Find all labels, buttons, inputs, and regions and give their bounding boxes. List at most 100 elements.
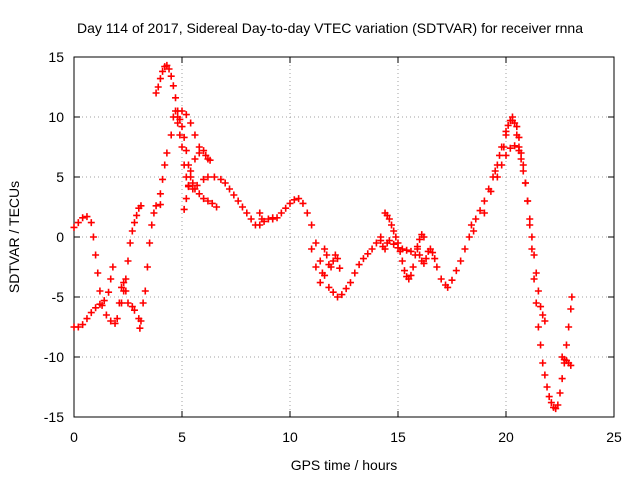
data-point xyxy=(96,300,104,308)
data-point xyxy=(530,251,538,259)
data-point xyxy=(342,285,350,293)
data-point xyxy=(496,151,504,159)
data-point xyxy=(191,155,199,163)
data-point xyxy=(83,315,91,323)
data-point xyxy=(299,199,307,207)
data-point xyxy=(74,219,82,227)
data-point xyxy=(159,175,167,183)
data-point xyxy=(385,215,393,223)
data-point xyxy=(351,269,359,277)
data-point xyxy=(89,233,97,241)
data-point xyxy=(184,181,192,189)
data-point xyxy=(396,247,404,255)
data-point xyxy=(565,323,573,331)
data-point xyxy=(221,179,229,187)
data-points xyxy=(70,61,576,413)
data-point xyxy=(539,359,547,367)
data-point xyxy=(416,251,424,259)
data-point xyxy=(208,199,216,207)
data-point xyxy=(562,341,570,349)
data-point xyxy=(547,399,555,407)
data-point xyxy=(290,196,298,204)
data-point xyxy=(429,249,437,257)
data-point xyxy=(74,323,82,331)
data-point xyxy=(526,215,534,223)
y-tick-label: 0 xyxy=(56,229,64,245)
data-point xyxy=(130,306,138,314)
data-point xyxy=(534,287,542,295)
data-point xyxy=(286,199,294,207)
data-point xyxy=(178,143,186,151)
y-tick-label: -15 xyxy=(44,409,64,425)
data-point xyxy=(316,257,324,265)
data-point xyxy=(534,323,542,331)
data-point xyxy=(413,245,421,253)
x-tick-label: 20 xyxy=(498,429,514,445)
data-point xyxy=(152,202,160,210)
data-point xyxy=(500,143,508,151)
data-point xyxy=(528,245,536,253)
data-point xyxy=(524,197,532,205)
data-point xyxy=(331,251,339,259)
data-point xyxy=(105,288,113,296)
data-point xyxy=(532,299,540,307)
data-point xyxy=(122,275,130,283)
data-point xyxy=(539,311,547,319)
data-point xyxy=(295,195,303,203)
data-point xyxy=(148,221,156,229)
data-point xyxy=(230,191,238,199)
data-point xyxy=(515,133,523,141)
data-point xyxy=(187,167,195,175)
data-point xyxy=(493,173,501,181)
data-point xyxy=(403,246,411,254)
data-point xyxy=(115,299,123,307)
data-point xyxy=(204,197,212,205)
y-tick-label: 10 xyxy=(48,109,64,125)
data-point xyxy=(156,75,164,83)
data-point xyxy=(381,245,389,253)
data-point xyxy=(506,144,514,152)
data-point xyxy=(195,190,203,198)
data-point xyxy=(504,121,512,129)
data-point xyxy=(124,257,132,265)
data-point xyxy=(513,123,521,131)
data-point xyxy=(178,107,186,115)
data-point xyxy=(323,251,331,259)
data-point xyxy=(174,119,182,127)
data-point xyxy=(422,255,430,263)
data-point xyxy=(316,279,324,287)
data-point xyxy=(200,175,208,183)
data-point xyxy=(180,133,188,141)
data-point xyxy=(502,131,510,139)
data-point xyxy=(100,297,108,305)
x-axis-label: GPS time / hours xyxy=(291,457,398,473)
data-point xyxy=(87,309,95,317)
data-point xyxy=(491,167,499,175)
data-point xyxy=(159,67,167,75)
y-tick-label: -10 xyxy=(44,349,64,365)
data-point xyxy=(269,215,277,223)
data-point xyxy=(556,389,564,397)
data-point xyxy=(111,319,119,327)
data-point xyxy=(537,341,545,349)
data-point xyxy=(133,211,141,219)
data-point xyxy=(184,161,192,169)
data-point xyxy=(182,195,190,203)
data-point xyxy=(137,317,145,325)
data-point xyxy=(107,317,115,325)
data-point xyxy=(178,123,186,131)
data-point xyxy=(118,283,126,291)
x-tick-label: 10 xyxy=(282,429,298,445)
data-point xyxy=(467,221,475,229)
data-point xyxy=(277,209,285,217)
data-point xyxy=(420,259,428,267)
axes: 0 5 10 15 20 25 -15 -10 -5 0 5 10 15 xyxy=(44,49,622,445)
data-point xyxy=(182,147,190,155)
data-point xyxy=(502,151,510,159)
data-point xyxy=(519,161,527,169)
data-point xyxy=(238,203,246,211)
data-point xyxy=(388,221,396,229)
data-point xyxy=(541,371,549,379)
data-point xyxy=(545,393,553,401)
data-point xyxy=(247,215,255,223)
